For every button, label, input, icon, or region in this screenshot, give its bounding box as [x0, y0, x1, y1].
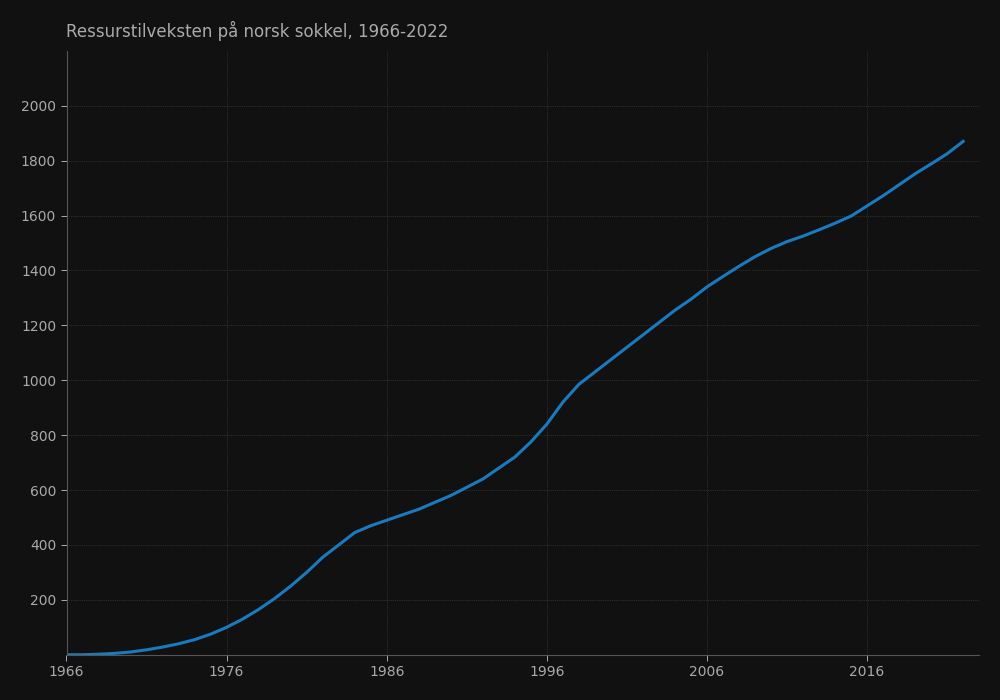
Text: Ressurstilveksten på norsk sokkel, 1966-2022: Ressurstilveksten på norsk sokkel, 1966-…	[66, 21, 449, 41]
